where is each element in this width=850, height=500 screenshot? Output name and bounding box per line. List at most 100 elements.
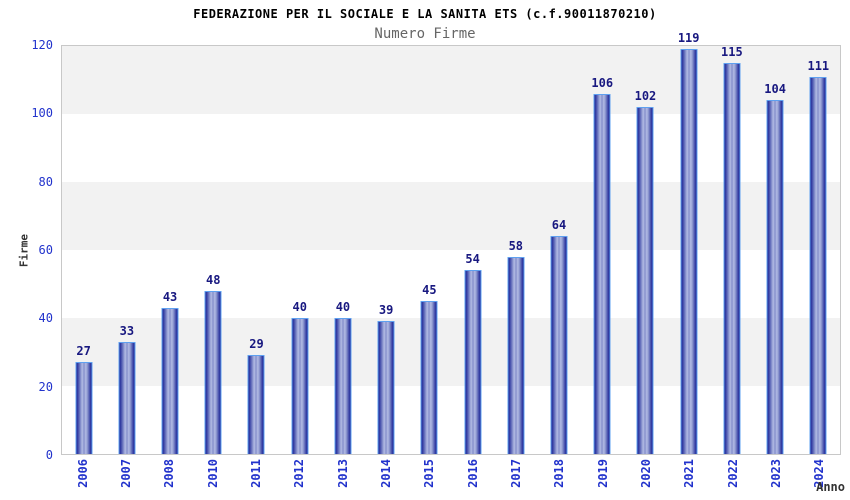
- bar-2024: [809, 76, 827, 454]
- bar-value-label: 40: [292, 300, 307, 315]
- x-label-slot: 2007: [104, 459, 147, 500]
- bar-2018: [550, 236, 568, 454]
- bar-2022: [723, 63, 741, 454]
- x-tick-label: 2011: [248, 459, 263, 488]
- x-label-slot: 2016: [451, 459, 494, 500]
- x-label-slot: 2023: [754, 459, 797, 500]
- grid-band: [62, 182, 840, 250]
- bar-value-label: 58: [508, 238, 524, 253]
- bar-2015: [420, 301, 438, 454]
- x-label-slot: 2022: [711, 459, 754, 500]
- bar-slot: 27: [62, 46, 105, 454]
- bar-value-label: 111: [807, 58, 830, 73]
- bar-slot: 39: [365, 46, 408, 454]
- bar-slot: 119: [667, 31, 710, 454]
- x-label-slot: 2006: [61, 459, 104, 500]
- bar-2014: [377, 321, 395, 454]
- bar-value-label: 54: [465, 252, 480, 267]
- y-tick-label: 40: [38, 311, 53, 326]
- bar-slot: 102: [624, 46, 667, 454]
- x-axis-labels: 2006 2007 2008 2010 2011 2012 2013 2014 2015 2016…: [61, 459, 841, 500]
- bar-value-label: 43: [162, 289, 178, 304]
- grid-band: [62, 318, 840, 386]
- grid-band: [62, 114, 840, 182]
- x-label-slot: 2012: [278, 459, 321, 500]
- bar-value-label: 64: [551, 218, 567, 233]
- bar-slot: 45: [408, 46, 451, 454]
- x-label-slot: 2020: [624, 459, 667, 500]
- y-tick-label: 120: [31, 38, 53, 52]
- x-tick-label: 2006: [75, 459, 90, 488]
- y-tick-label: 60: [38, 243, 53, 257]
- bar-slot: 111: [797, 46, 840, 454]
- y-tick-label: 80: [38, 174, 53, 189]
- bar-value-label: 29: [249, 337, 264, 352]
- x-axis-label: Anno: [816, 480, 845, 494]
- bar-value-label: 106: [591, 75, 614, 90]
- bar-2017: [507, 256, 525, 454]
- x-tick-label: 2014: [378, 459, 393, 488]
- bar-2021: [680, 49, 698, 454]
- bar-slot: 40: [321, 46, 364, 454]
- plot-area: 27 33 43 48 29 40 40 39 45 54 58 64 106 102 119 115 104 1…: [61, 31, 841, 455]
- x-tick-label: 2015: [422, 459, 437, 488]
- x-label-slot: 2017: [494, 459, 537, 500]
- bar-value-label: 102: [634, 89, 657, 104]
- x-label-slot: 2008: [148, 459, 191, 500]
- bar-slot: 115: [710, 45, 753, 454]
- y-tick-label: 100: [31, 106, 53, 121]
- bar-2010: [204, 290, 222, 454]
- bar-value-label: 104: [764, 82, 786, 97]
- x-tick-label: 2008: [162, 459, 177, 488]
- bar-value-label: 39: [378, 303, 394, 318]
- bar-2011: [247, 355, 265, 454]
- bar-slot: 48: [192, 46, 235, 454]
- bar-2012: [291, 318, 309, 454]
- bar-value-label: 48: [206, 272, 221, 287]
- y-tick-label: 0: [45, 448, 53, 462]
- bar-slot: 54: [451, 46, 494, 454]
- y-tick-label: 20: [38, 379, 53, 394]
- chart-subtitle: Numero Firme: [374, 26, 476, 42]
- bar-slot: 40: [278, 46, 321, 454]
- x-label-slot: 2015: [408, 459, 451, 500]
- x-tick-label: 2007: [118, 459, 133, 488]
- x-tick-label: 2018: [552, 459, 567, 488]
- x-label-slot: 2014: [364, 459, 407, 500]
- grid-band: [62, 386, 840, 454]
- x-tick-label: 2019: [595, 459, 610, 488]
- bar-value-label: 40: [335, 300, 351, 315]
- x-label-slot: 2013: [321, 459, 364, 500]
- bar-2007: [118, 341, 136, 454]
- bar-slot: 58: [494, 46, 537, 454]
- bar-value-label: 115: [721, 45, 743, 59]
- grid-band: [62, 250, 840, 318]
- bar-value-label: 33: [119, 323, 135, 338]
- bar-2013: [334, 318, 352, 454]
- chart-title: FEDERAZIONE PER IL SOCIALE E LA SANITA E…: [193, 7, 657, 21]
- x-tick-label: 2023: [768, 459, 783, 488]
- bar-value-label: 119: [677, 31, 700, 46]
- bar-slot: 106: [581, 46, 624, 454]
- bar-value-label: 27: [76, 344, 91, 359]
- y-axis-ticks: 0 20 40 60 80 100 120: [0, 39, 53, 461]
- x-label-slot: 2021: [668, 459, 711, 500]
- x-label-slot: 2010: [191, 459, 234, 500]
- bars: 27 33 43 48 29 40 40 39 45 54 58 64 106 102 119 115 104 1…: [62, 31, 840, 454]
- x-tick-label: 2017: [508, 459, 523, 488]
- bar-2019: [593, 93, 611, 454]
- bar-2020: [636, 107, 654, 454]
- x-tick-label: 2013: [335, 459, 350, 488]
- x-tick-label: 2020: [638, 459, 653, 488]
- x-label-slot: 2018: [538, 459, 581, 500]
- x-tick-label: 2010: [205, 459, 220, 488]
- bar-value-label: 45: [422, 283, 437, 297]
- x-label-slot: 2019: [581, 459, 624, 500]
- x-label-slot: 2011: [234, 459, 277, 500]
- bar-slot: 104: [754, 46, 797, 454]
- bar-slot: 33: [105, 46, 148, 454]
- bar-slot: 29: [235, 46, 278, 454]
- plot-background-bands: [62, 46, 840, 454]
- x-tick-label: 2016: [465, 459, 480, 488]
